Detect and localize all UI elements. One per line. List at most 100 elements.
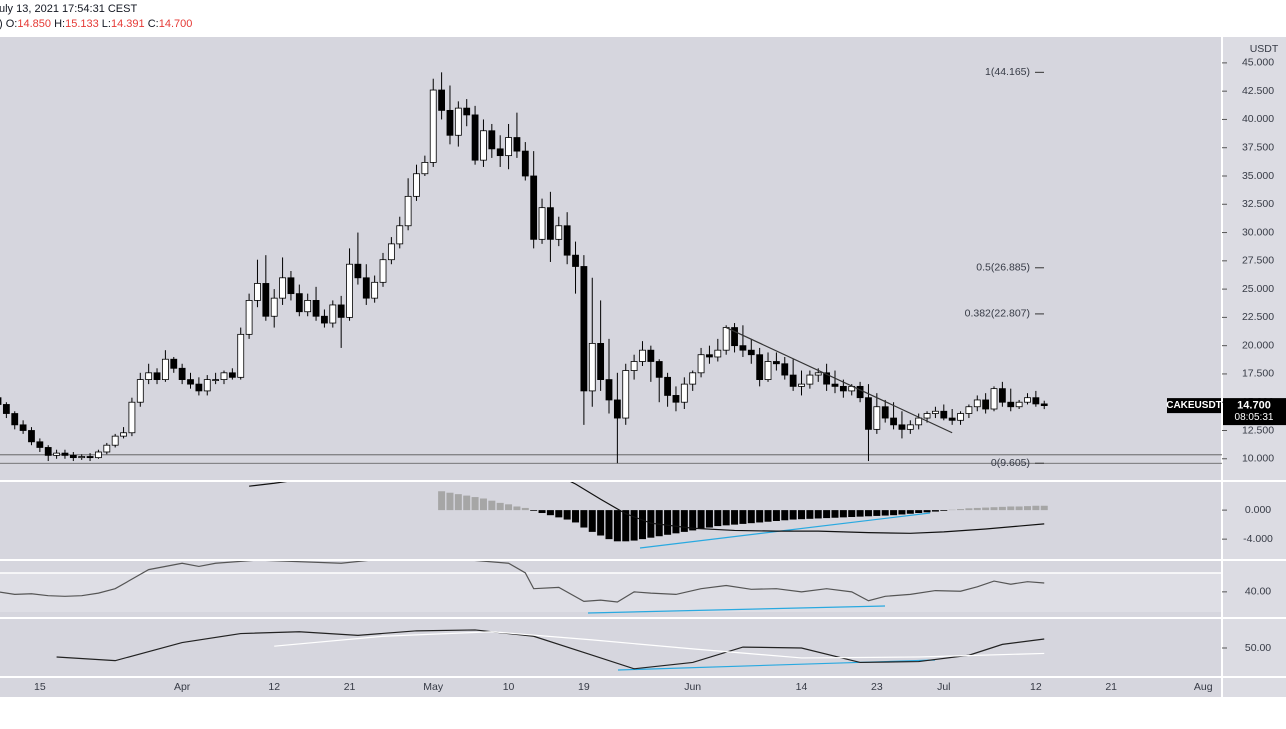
y-tick-label: 20.000 (1242, 339, 1274, 351)
candle-body (655, 361, 663, 378)
pane (249, 482, 1048, 542)
candle-body (538, 207, 546, 240)
candle-body (270, 297, 278, 317)
ohlc-label: H: (54, 18, 65, 30)
candle-body (647, 349, 655, 362)
y-tick-label: 42.500 (1242, 85, 1274, 97)
candle-body (220, 372, 228, 380)
header-ohlc: ) O:14.850 H:15.133 L:14.391 C:14.700 (0, 18, 192, 30)
candle-body (488, 130, 496, 150)
candle-body (706, 354, 713, 358)
candle-body (0, 397, 2, 405)
candle-body (446, 109, 454, 136)
histogram-bar (923, 510, 931, 513)
candle-body (161, 358, 169, 380)
histogram-bar (672, 510, 680, 534)
histogram-bar (680, 510, 688, 532)
histogram-bar (747, 510, 755, 524)
candle-body (957, 413, 964, 421)
histogram-bar (739, 510, 747, 524)
candle-body (881, 406, 889, 419)
x-tick-label: Aug (1194, 681, 1213, 693)
histogram-bar (479, 498, 487, 511)
candle-body (86, 456, 94, 459)
ohlc-value: 15.133 (65, 18, 99, 30)
candle-body (19, 424, 27, 431)
line (56, 629, 1045, 670)
candle-body (764, 361, 772, 380)
candle-body (814, 372, 822, 376)
candle-body (839, 385, 847, 392)
histogram-bar (555, 510, 563, 518)
candle-body (714, 349, 722, 358)
pane (0, 561, 1045, 603)
histogram-bar (689, 510, 697, 531)
candle-body (639, 349, 646, 362)
candle-body (1024, 397, 1031, 403)
histogram-bar (597, 510, 605, 536)
rsi-band (0, 573, 1222, 612)
candle-body (421, 162, 429, 175)
ohlc-label: L: (102, 18, 111, 30)
y-tick-label: 12.500 (1242, 424, 1274, 436)
x-tick-label: 19 (578, 681, 590, 693)
y-tick-label: 37.500 (1242, 141, 1274, 153)
candle-body (429, 89, 437, 163)
candle-body (906, 424, 914, 430)
candle-body (120, 432, 127, 437)
histogram-bar (898, 510, 906, 515)
candle-body (245, 300, 253, 335)
histogram-bar (931, 510, 939, 512)
price-tag-countdown: 08:05:31 (1235, 412, 1274, 423)
histogram-bar (856, 510, 864, 517)
y-tick-label: 22.500 (1242, 311, 1274, 323)
candle-body (789, 374, 797, 387)
candle-body (145, 372, 153, 380)
x-tick-label: Jun (684, 681, 701, 693)
candle-body (948, 417, 956, 421)
histogram-bar (915, 510, 923, 514)
histogram-bar (546, 510, 554, 516)
histogram-bar (756, 510, 764, 523)
candle-body (680, 383, 688, 403)
candle-body (588, 342, 596, 392)
candle-body (329, 304, 337, 324)
candle-body (722, 327, 730, 351)
histogram-bar (605, 510, 613, 540)
histogram-bar (982, 507, 990, 511)
candle-body (187, 379, 194, 385)
y-tick-label: 40.000 (1242, 113, 1274, 125)
candle-body (505, 137, 512, 157)
line (249, 482, 1045, 534)
candle-body (279, 277, 286, 299)
candle-body (530, 175, 538, 240)
candle-body (672, 395, 680, 403)
candle-body (304, 300, 312, 313)
histogram-bar (630, 510, 638, 541)
histogram-bar (998, 506, 1006, 511)
histogram-bar (521, 507, 529, 511)
candle-body (973, 399, 981, 408)
header-prefix: ) (0, 18, 3, 30)
candle-body (471, 114, 479, 161)
candle-body (630, 361, 638, 371)
histogram-bar (831, 510, 839, 518)
histogram-bar (906, 510, 914, 514)
histogram-bar (722, 510, 730, 526)
y-tick-label: 30.000 (1242, 226, 1274, 238)
histogram-bar (454, 494, 462, 511)
candle-body (580, 266, 588, 392)
y-tick-label: 10.000 (1242, 453, 1274, 465)
y-tick-label: 50.00 (1245, 642, 1271, 654)
candle-body (806, 374, 814, 385)
candle-body (990, 388, 998, 410)
candle-body (379, 259, 387, 283)
candle-body (898, 424, 906, 430)
y-tick-label: 27.500 (1242, 255, 1274, 267)
pane (56, 629, 1045, 670)
candle-body (555, 225, 563, 240)
candle-body (61, 452, 69, 456)
candle-body (295, 293, 303, 313)
candle-body (798, 383, 805, 387)
candle-body (622, 370, 630, 419)
